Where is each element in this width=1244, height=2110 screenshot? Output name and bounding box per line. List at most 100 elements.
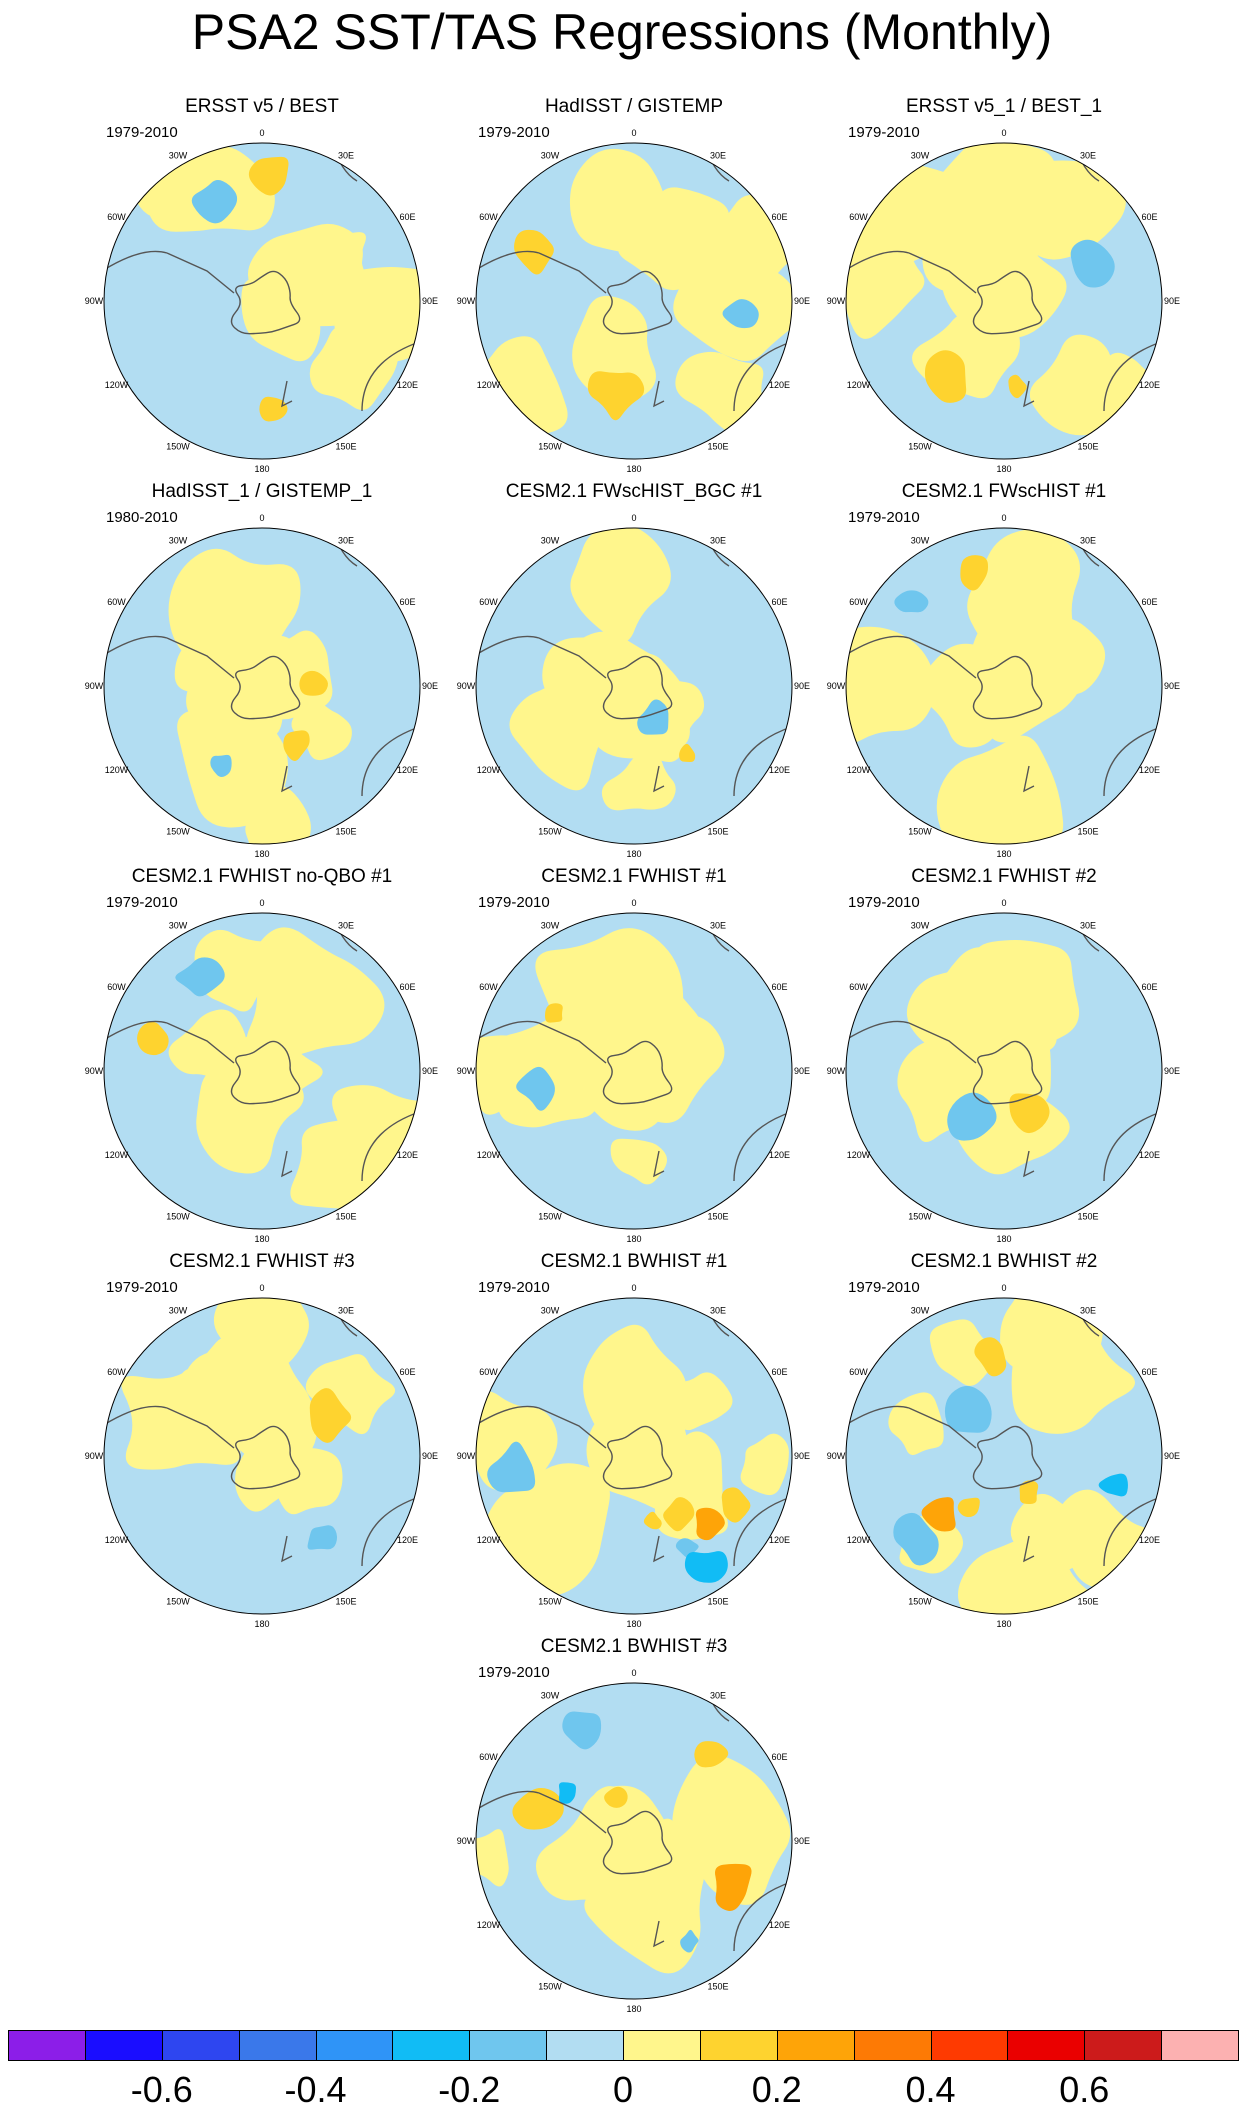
contour-region [957, 1497, 980, 1518]
longitude-label: 120E [769, 765, 790, 775]
longitude-label: 120E [397, 380, 418, 390]
polar-map: 0 30E 60E 90E 120E 150E 180 150W 120W 90W 60W 30W [827, 513, 1180, 859]
panel-title: ERSST v5 / BEST [185, 96, 339, 117]
polar-map: 0 30E 60E 90E 120E 150E 180 150W 120W 90W 60W 30W [457, 898, 810, 1244]
polar-map: 0 30E 60E 90E 120E 150E 180 150W 120W 90W 60W 30W [85, 513, 438, 859]
longitude-label: 120E [769, 1920, 790, 1930]
longitude-label: 30W [541, 151, 560, 161]
colorbar-swatch [238, 2030, 317, 2061]
longitude-label: 150W [538, 1597, 562, 1607]
contour-region [562, 1711, 602, 1750]
longitude-label: 150E [1077, 1212, 1098, 1222]
contour-positive [1009, 160, 1126, 260]
longitude-label: 60E [399, 1367, 415, 1377]
longitude-label: 0 [631, 1283, 636, 1293]
longitude-label: 180 [626, 1234, 641, 1244]
longitude-label: 30W [541, 1691, 560, 1701]
panel-title: CESM2.1 FWscHIST #1 [901, 481, 1107, 502]
map-outline [475, 142, 793, 460]
longitude-label: 60E [399, 597, 415, 607]
longitude-label: 150W [538, 827, 562, 837]
map-outline [475, 1682, 793, 2000]
longitude-label: 120W [105, 1535, 129, 1545]
longitude-label: 150E [707, 1212, 728, 1222]
map-outline [845, 912, 1163, 1230]
coastline [1023, 1150, 1035, 1178]
panel-period: 1979-2010 [478, 894, 550, 911]
panel-title: ERSST v5_1 / BEST_1 [905, 96, 1103, 117]
contour-region [643, 1511, 662, 1530]
contour-region [944, 1386, 992, 1433]
longitude-label: 150W [908, 1212, 932, 1222]
map-outline [845, 1297, 1163, 1615]
longitude-label: 150E [1077, 1597, 1098, 1607]
longitude-label: 60E [1141, 597, 1157, 607]
coastline [653, 1920, 665, 1948]
longitude-label: 60E [771, 597, 787, 607]
coastline-peninsula [538, 637, 607, 679]
longitude-label: 120W [847, 1535, 871, 1545]
map-panel: HadISST / GISTEMP 1979-2010 0 30E 60E 90E 120E… [457, 96, 822, 474]
longitude-label: 150W [166, 1212, 190, 1222]
longitude-label: 30W [169, 536, 188, 546]
longitude-label: 90W [457, 1451, 476, 1461]
longitude-label: 60E [1141, 982, 1157, 992]
longitude-label: 90E [794, 296, 810, 306]
contour-region [721, 1487, 751, 1523]
longitude-label: 180 [254, 849, 269, 859]
longitude-label: 180 [626, 1619, 641, 1629]
polar-map: 0 30E 60E 90E 120E 150E 180 150W 120W 90W 60W 30W [827, 898, 1180, 1244]
longitude-label: 150W [538, 442, 562, 452]
map-panel: ERSST v5_1 / BEST_1 1979-2010 0 30E 60E 90E 12… [827, 96, 1192, 474]
longitude-label: 90W [85, 1451, 104, 1461]
longitude-label: 90W [457, 1836, 476, 1846]
coastline [653, 380, 665, 408]
colorbar-tick-label: -0.2 [438, 2069, 501, 2110]
longitude-label: 60W [479, 982, 498, 992]
longitude-label: 30W [911, 1306, 930, 1316]
longitude-label: 150E [335, 1212, 356, 1222]
longitude-label: 90W [827, 1451, 846, 1461]
polar-map: 0 30E 60E 90E 120E 150E 180 150W 120W 90W 60W 30W [457, 1283, 810, 1629]
colorbar-swatch [469, 2030, 548, 2061]
coastline [476, 635, 540, 657]
longitude-label: 90W [85, 296, 104, 306]
longitude-label: 180 [996, 464, 1011, 474]
contour-positive [846, 199, 906, 277]
panel-title: CESM2.1 FWHIST #1 [541, 866, 727, 887]
contour-region [259, 396, 288, 422]
contour-region [893, 1512, 939, 1566]
colorbar-swatch [776, 2030, 855, 2061]
longitude-label: 150E [335, 827, 356, 837]
longitude-label: 30W [169, 1306, 188, 1316]
colorbar-swatch [853, 2030, 932, 2061]
colorbar-swatch [1084, 2030, 1163, 2061]
contour-region [1019, 1480, 1039, 1505]
coastline [1103, 1110, 1162, 1182]
map-panel: CESM2.1 FWHIST #3 1979-2010 0 30E 60E 90E 120E… [85, 1251, 450, 1629]
contour-positive [967, 529, 1080, 677]
longitude-label: 90E [794, 1451, 810, 1461]
coastline [104, 250, 168, 272]
contour-positive [583, 1324, 687, 1447]
longitude-label: 90W [85, 1066, 104, 1076]
contour-region [722, 299, 759, 329]
longitude-label: 30E [1080, 536, 1096, 546]
contour-region [679, 743, 696, 763]
panel-period: 1979-2010 [848, 509, 920, 526]
contour-region [1009, 1093, 1050, 1134]
longitude-label: 150E [707, 1982, 728, 1992]
panel-title: CESM2.1 BWHIST #3 [540, 1636, 728, 1657]
longitude-label: 60W [107, 212, 126, 222]
coastline-antarctica [972, 270, 1043, 335]
map-panel: CESM2.1 FWHIST no-QBO #1 1979-2010 0 30E 60E… [85, 866, 450, 1244]
contour-region [307, 1525, 338, 1550]
panel-title: CESM2.1 FWHIST #3 [169, 1251, 355, 1272]
longitude-label: 90E [794, 681, 810, 691]
map-panel: CESM2.1 BWHIST #3 1979-2010 0 30E 60E 90E 120E… [457, 1636, 822, 2014]
map-panel: CESM2.1 FWHIST #2 1979-2010 0 30E 60E 90E 120E… [827, 866, 1192, 1244]
longitude-label: 120E [397, 1535, 418, 1545]
colorbar-swatch [1161, 2030, 1239, 2061]
coastline [361, 725, 420, 797]
coastline [361, 340, 420, 412]
